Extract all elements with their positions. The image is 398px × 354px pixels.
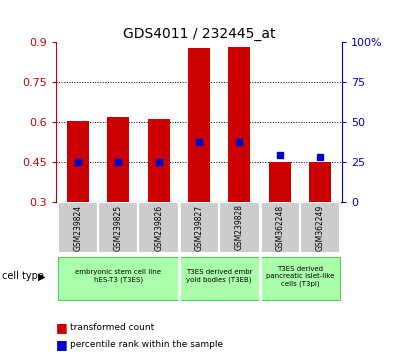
Text: GSM362248: GSM362248 [275, 204, 284, 251]
Text: ▶: ▶ [38, 272, 45, 281]
Bar [98, 202, 139, 253]
Bar [107, 117, 129, 202]
Bar [179, 257, 259, 300]
Text: T3ES derived embr
yoid bodies (T3EB): T3ES derived embr yoid bodies (T3EB) [186, 269, 252, 284]
Text: percentile rank within the sample: percentile rank within the sample [70, 339, 223, 349]
Bar [269, 162, 291, 202]
Text: ■: ■ [56, 338, 68, 350]
Bar [67, 121, 89, 202]
Text: GSM239824: GSM239824 [73, 204, 82, 251]
Text: transformed count: transformed count [70, 323, 154, 332]
Text: GSM239827: GSM239827 [195, 204, 203, 251]
Bar [219, 202, 259, 253]
Bar [179, 202, 219, 253]
Bar [259, 202, 300, 253]
Bar [228, 47, 250, 202]
Text: ■: ■ [56, 321, 68, 334]
Bar [139, 202, 179, 253]
Text: GSM239826: GSM239826 [154, 204, 163, 251]
Bar [58, 257, 179, 300]
Text: cell type: cell type [2, 272, 44, 281]
Text: embryonic stem cell line
hES-T3 (T3ES): embryonic stem cell line hES-T3 (T3ES) [75, 269, 161, 284]
Bar [300, 202, 340, 253]
Bar [259, 257, 340, 300]
Title: GDS4011 / 232445_at: GDS4011 / 232445_at [123, 28, 275, 41]
Bar [58, 202, 98, 253]
Text: GSM239825: GSM239825 [114, 204, 123, 251]
Bar [148, 119, 170, 202]
Text: GSM362249: GSM362249 [316, 204, 325, 251]
Bar [309, 162, 331, 202]
Text: T3ES derived
pancreatic islet-like
cells (T3pi): T3ES derived pancreatic islet-like cells… [266, 266, 334, 287]
Text: GSM239828: GSM239828 [235, 205, 244, 250]
Bar [188, 48, 210, 202]
